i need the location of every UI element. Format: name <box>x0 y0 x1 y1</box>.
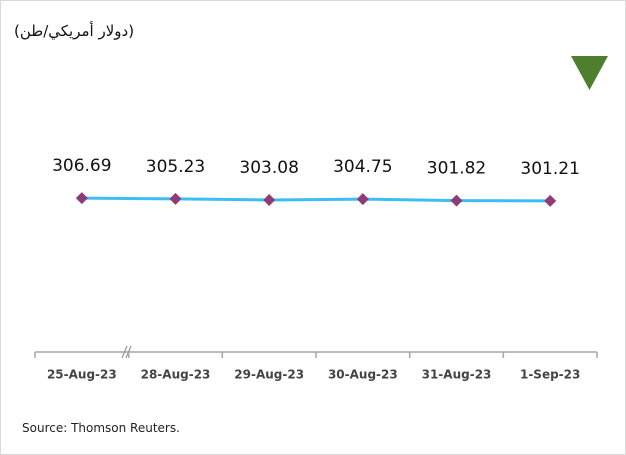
data-label: 305.23 <box>146 157 205 177</box>
marker <box>169 192 182 205</box>
data-label: 306.69 <box>52 156 111 176</box>
x-tick-label: 31-Aug-23 <box>422 368 492 382</box>
marker <box>263 193 276 206</box>
x-tick-label: 29-Aug-23 <box>234 368 304 382</box>
marker <box>450 194 463 207</box>
marker <box>544 194 557 207</box>
down-indicator <box>571 56 608 90</box>
unit-label: (دولار أمريكي/طن) <box>14 22 135 40</box>
source-note: Source: Thomson Reuters. <box>22 421 180 435</box>
data-label: 304.75 <box>333 157 392 177</box>
marker <box>356 193 369 206</box>
data-label: 303.08 <box>239 158 298 178</box>
line <box>81 196 551 203</box>
x-tick-label: 25-Aug-23 <box>47 368 117 382</box>
x-tick-label: 30-Aug-23 <box>328 368 398 382</box>
data-label: 301.82 <box>427 159 486 179</box>
x-tick-label: 28-Aug-23 <box>141 368 211 382</box>
data-label: 301.21 <box>520 159 579 179</box>
x-tick-label: 1-Sep-23 <box>520 368 580 382</box>
marker <box>75 192 88 205</box>
